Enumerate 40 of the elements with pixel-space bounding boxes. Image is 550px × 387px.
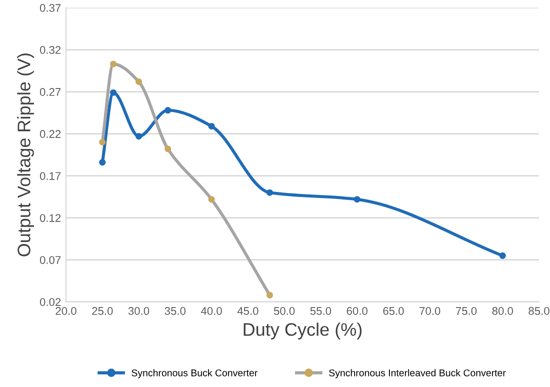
x-tick-label: 40.0 — [200, 307, 222, 315]
point — [208, 196, 215, 203]
x-tick-label: 65.0 — [383, 307, 404, 315]
x-tick-label: 55.0 — [310, 307, 332, 315]
y-tick-label: 0.37 — [40, 4, 61, 12]
x-tick-label: 75.0 — [456, 307, 477, 315]
point — [266, 292, 274, 298]
y-tick-label: 0.12 — [40, 214, 61, 222]
point — [136, 78, 142, 85]
y-tick-label: 0.02 — [40, 298, 61, 306]
point — [266, 189, 274, 196]
point — [164, 146, 172, 152]
x-tick-label: 30.0 — [128, 307, 150, 315]
point — [99, 159, 106, 166]
y-tick-label: 0.27 — [40, 88, 61, 96]
y-tick-label: 0.17 — [40, 172, 61, 180]
point — [110, 89, 117, 96]
x-tick-label: 70.0 — [420, 307, 440, 315]
x-tick-label: 20.0 — [56, 307, 76, 315]
point — [164, 107, 172, 114]
point — [499, 252, 506, 259]
legend-label: Synchronous Buck Converter — [132, 369, 258, 378]
point — [136, 133, 142, 140]
x-tick-label: 25.0 — [92, 307, 113, 315]
x-tick-label: 60.0 — [346, 307, 368, 315]
point — [208, 122, 215, 130]
point — [110, 60, 117, 68]
point — [354, 196, 360, 203]
x-tick-label: 50.0 — [274, 307, 295, 315]
x-tick-label: 45.0 — [237, 307, 258, 315]
x-axis-title: Duty Cycle (%) — [244, 322, 362, 340]
legend-label: Synchronous Interleaved Buck Converter — [329, 369, 506, 378]
y-tick-label: 0.32 — [40, 46, 61, 54]
y-axis-title: Output Voltage Ripple (V) — [17, 54, 34, 256]
y-tick-label: 0.22 — [40, 130, 61, 138]
x-tick-label: 35.0 — [164, 307, 186, 315]
point — [99, 138, 106, 146]
x-tick-label: 85.0 — [528, 307, 550, 315]
x-tick-label: 80.0 — [492, 307, 513, 315]
y-tick-label: 0.07 — [40, 256, 61, 264]
